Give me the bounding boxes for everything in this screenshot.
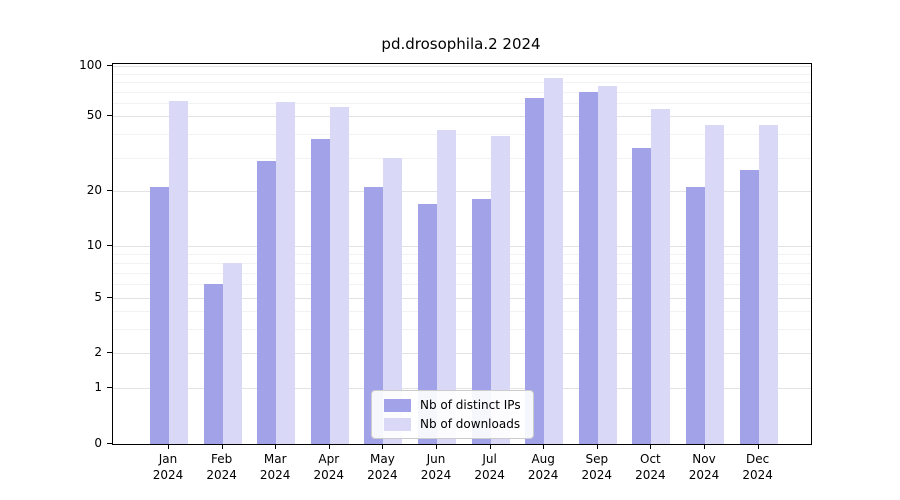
x-tick-mark (382, 444, 384, 449)
gridline-minor (113, 91, 811, 93)
gridline-major (113, 66, 811, 67)
x-tick-label: Apr 2024 (313, 452, 345, 482)
y-tick-label: 1 (94, 380, 102, 394)
legend-item-distinct-ips: Nb of distinct IPs (384, 398, 521, 412)
y-tick-label: 20 (86, 183, 102, 197)
bar-downloads-aug (544, 77, 564, 444)
gridline-major (113, 246, 811, 247)
y-tick-label: 2 (94, 345, 102, 359)
y-tick-mark (107, 190, 112, 191)
legend-item-downloads: Nb of downloads (384, 417, 521, 431)
gridline-major (113, 353, 811, 354)
legend-label-distinct-ips: Nb of distinct IPs (420, 398, 521, 412)
x-tick-label: Feb 2024 (206, 452, 237, 482)
bar-downloads-mar (276, 101, 296, 444)
chart-title: pd.drosophila.2 2024 (381, 35, 541, 53)
x-tick-mark (596, 444, 598, 449)
x-tick-label: Aug 2024 (527, 452, 559, 482)
bar-distinct-ips-feb (203, 284, 223, 444)
y-tick-mark (107, 115, 112, 116)
gridline-minor (113, 82, 811, 84)
y-tick-mark (107, 443, 112, 444)
legend-swatch-distinct-ips (384, 398, 411, 412)
bar-downloads-jun (437, 130, 456, 444)
gridline-minor (113, 253, 811, 255)
bar-distinct-ips-jan (150, 187, 169, 444)
bar-downloads-sep (597, 85, 617, 444)
bar-downloads-dec (758, 124, 778, 444)
bar-downloads-oct (651, 109, 671, 444)
x-tick-label: May 2024 (367, 452, 398, 482)
gridline-minor (113, 157, 811, 159)
x-tick-label: Jan 2024 (152, 452, 184, 482)
x-tick-mark (489, 444, 491, 449)
gridline-major (113, 116, 811, 117)
y-tick-mark (107, 387, 112, 388)
x-tick-mark (543, 444, 545, 449)
gridline-major (113, 388, 811, 389)
x-tick-mark (221, 444, 223, 449)
y-tick-mark (107, 352, 112, 353)
y-tick-mark (107, 65, 112, 66)
bar-distinct-ips-dec (739, 169, 759, 444)
bar-downloads-feb (222, 262, 242, 444)
x-tick-mark (757, 444, 759, 449)
x-tick-label: Jun 2024 (420, 452, 452, 482)
x-tick-label: Nov 2024 (688, 452, 720, 482)
bar-distinct-ips-mar (257, 160, 277, 444)
x-tick-mark (704, 444, 705, 449)
y-tick-label: 5 (94, 290, 102, 304)
x-tick-mark (436, 444, 437, 449)
gridline-minor (113, 328, 811, 330)
bar-downloads-jan (169, 100, 188, 444)
bar-downloads-may (383, 157, 403, 444)
gridline-minor (113, 284, 811, 286)
gridline-minor (113, 134, 811, 136)
gridline-minor (113, 262, 811, 264)
gridline-minor (113, 73, 811, 75)
bar-distinct-ips-apr (310, 138, 330, 444)
y-tick-label: 0 (94, 436, 102, 450)
gridline-major (113, 191, 811, 192)
bar-distinct-ips-nov (686, 187, 705, 444)
x-tick-mark (650, 444, 652, 449)
plot-area: Nb of distinct IPs Nb of downloads (112, 63, 812, 445)
x-tick-label: Oct 2024 (635, 452, 666, 482)
gridline-major (113, 298, 811, 299)
bar-distinct-ips-may (364, 187, 384, 444)
bar-downloads-nov (705, 124, 724, 444)
x-tick-label: Sep 2024 (581, 452, 613, 482)
y-tick-mark (107, 297, 112, 298)
bar-distinct-ips-jul (471, 199, 491, 444)
legend-swatch-downloads (384, 417, 411, 431)
bar-distinct-ips-aug (525, 98, 545, 444)
x-tick-label: Dec 2024 (742, 452, 773, 482)
bar-distinct-ips-sep (578, 91, 598, 444)
bar-distinct-ips-oct (632, 147, 652, 444)
bar-downloads-apr (329, 106, 349, 444)
y-tick-label: 10 (86, 238, 102, 252)
y-tick-label: 100 (79, 58, 102, 72)
x-tick-mark (275, 444, 277, 449)
x-tick-label: Mar 2024 (259, 452, 291, 482)
legend-label-downloads: Nb of downloads (420, 417, 521, 431)
x-tick-mark (328, 444, 330, 449)
gridline-minor (113, 311, 811, 313)
bar-downloads-jul (490, 136, 510, 444)
gridline-minor (113, 272, 811, 274)
gridline-minor (113, 102, 811, 104)
y-tick-mark (107, 245, 112, 246)
legend: Nb of distinct IPs Nb of downloads (371, 390, 534, 439)
x-tick-mark (168, 444, 169, 449)
bar-distinct-ips-jun (418, 203, 437, 444)
x-tick-label: Jul 2024 (474, 452, 505, 482)
y-tick-label: 50 (86, 108, 102, 122)
